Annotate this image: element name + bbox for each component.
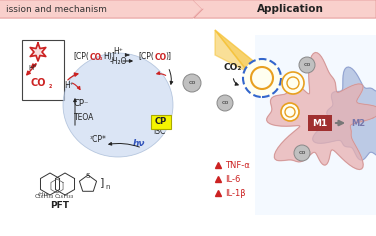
Polygon shape: [30, 43, 46, 61]
Polygon shape: [267, 53, 376, 169]
FancyBboxPatch shape: [308, 115, 332, 131]
Text: Application: Application: [256, 4, 323, 14]
Text: )]: )]: [165, 52, 171, 62]
Text: hν: hν: [133, 139, 146, 148]
Text: H)]: H)]: [103, 52, 115, 62]
FancyBboxPatch shape: [255, 35, 376, 215]
Polygon shape: [0, 0, 202, 18]
Text: S: S: [86, 173, 90, 179]
Text: C₁₆H₃₃: C₁₆H₃₃: [35, 194, 54, 198]
Circle shape: [281, 103, 299, 121]
Text: TNF-α: TNF-α: [225, 160, 250, 169]
Text: CP⁻: CP⁻: [74, 98, 89, 108]
Text: ission and mechanism: ission and mechanism: [6, 4, 107, 13]
Text: CO: CO: [30, 78, 46, 88]
Text: ₂: ₂: [49, 80, 52, 89]
Ellipse shape: [63, 53, 173, 157]
Polygon shape: [215, 30, 248, 72]
Text: ISC: ISC: [153, 127, 165, 136]
Circle shape: [183, 74, 201, 92]
Text: ]: ]: [100, 177, 105, 187]
Text: H⁺: H⁺: [28, 65, 37, 71]
Text: H⁺: H⁺: [113, 47, 123, 56]
Text: n: n: [105, 184, 109, 190]
Text: IL-6: IL-6: [225, 174, 240, 184]
Text: IL-1β: IL-1β: [225, 189, 246, 198]
Circle shape: [294, 145, 310, 161]
Text: CO₂: CO₂: [223, 63, 241, 72]
Text: [CP(: [CP(: [138, 52, 154, 62]
Text: CO: CO: [155, 52, 167, 62]
Circle shape: [299, 57, 315, 73]
Polygon shape: [215, 30, 262, 72]
Polygon shape: [194, 0, 376, 18]
Text: -H₂O: -H₂O: [109, 58, 127, 67]
Text: co: co: [303, 63, 311, 67]
Circle shape: [243, 59, 281, 97]
Circle shape: [217, 95, 233, 111]
Text: co: co: [221, 101, 229, 105]
Text: C₁₆H₃₃: C₁₆H₃₃: [55, 194, 74, 198]
FancyBboxPatch shape: [151, 115, 171, 129]
Text: co: co: [188, 80, 196, 85]
Circle shape: [282, 72, 304, 94]
Text: M1: M1: [312, 118, 327, 127]
Text: ³CP*: ³CP*: [90, 135, 107, 144]
Text: TEOA: TEOA: [74, 114, 94, 122]
Text: ₂: ₂: [100, 56, 102, 62]
Text: M2: M2: [351, 118, 365, 127]
Text: CP: CP: [155, 118, 167, 126]
Text: ₆H₃₃: ₆H₃₃: [38, 193, 49, 198]
Text: CO: CO: [90, 52, 102, 62]
Text: [CP(: [CP(: [73, 52, 89, 62]
Polygon shape: [313, 67, 376, 161]
Text: H⁺: H⁺: [64, 81, 74, 90]
Text: co: co: [298, 151, 306, 156]
Text: PFT: PFT: [50, 202, 70, 211]
